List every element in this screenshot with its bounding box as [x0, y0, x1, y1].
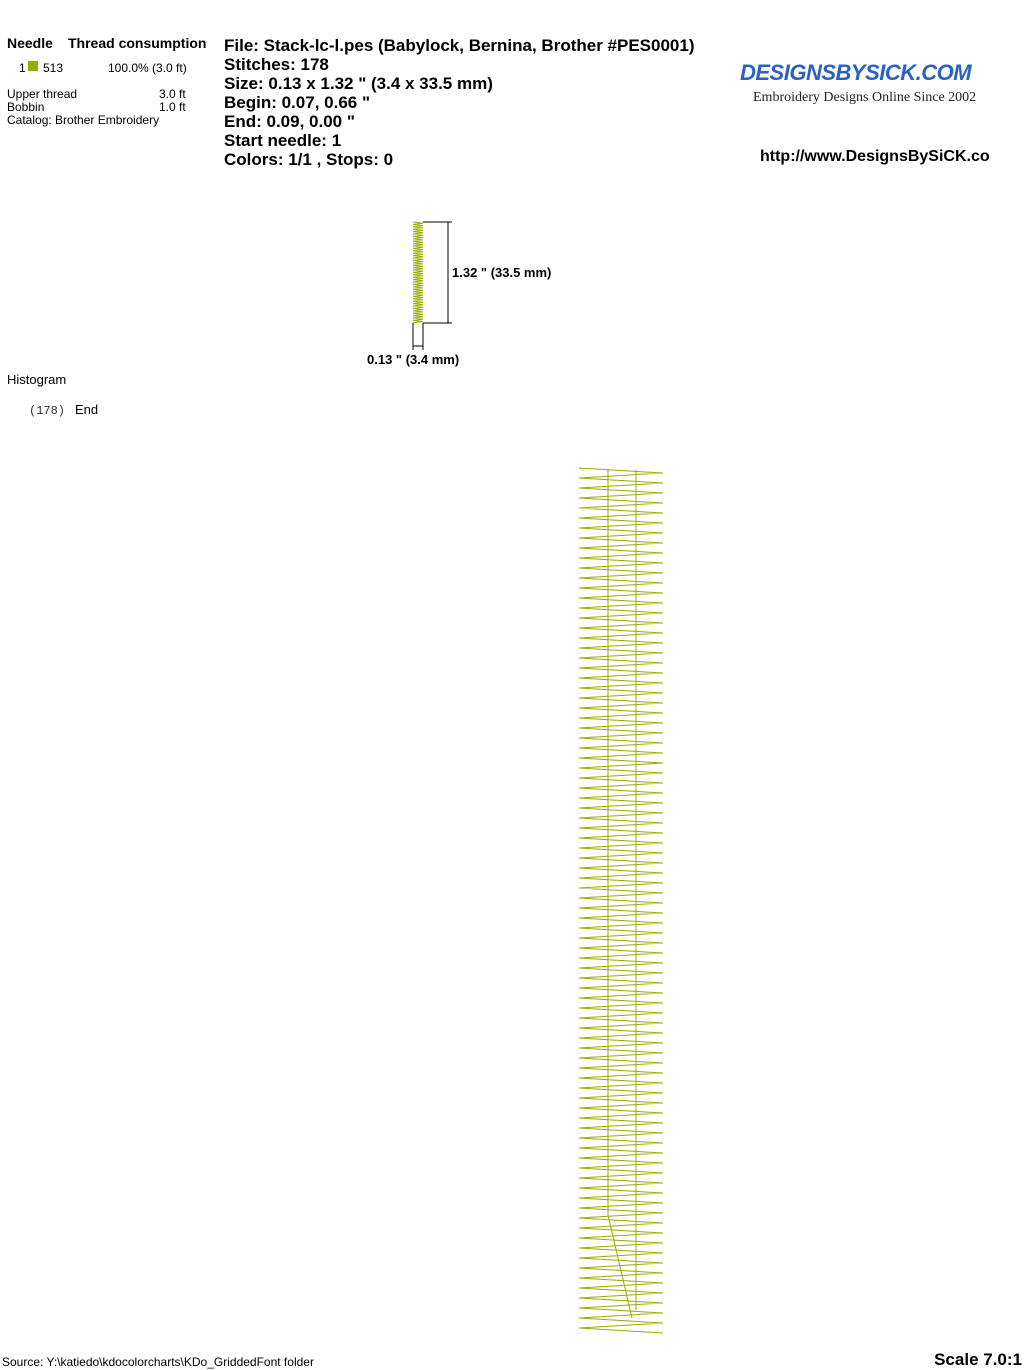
thread-color-swatch [28, 61, 38, 71]
info-size: Size: 0.13 x 1.32 " (3.4 x 33.5 mm) [224, 74, 493, 93]
height-dimension-label: 1.32 " (33.5 mm) [452, 265, 552, 280]
thread-consumption: 100.0% (3.0 ft) [108, 61, 187, 75]
needle-header: Needle [7, 35, 53, 51]
info-colors: Colors: 1/1 , Stops: 0 [224, 150, 394, 169]
thread-code: 513 [43, 61, 64, 75]
dimension-lines [412, 221, 452, 350]
website-url[interactable]: http://www.DesignsBySiCK.co [760, 148, 990, 165]
thread-consumption-header: Thread consumption [68, 35, 207, 51]
upper-thread-label: Upper thread [7, 87, 78, 101]
histogram-end-label: End [75, 402, 99, 417]
bobbin-value: 1.0 ft [159, 100, 186, 114]
scale-label: Scale 7.0:1 [934, 1350, 1022, 1369]
thumbnail-stitches [412, 221, 424, 324]
stitch-preview [578, 467, 664, 1334]
needle-number: 1 [19, 61, 26, 75]
upper-thread-value: 3.0 ft [159, 87, 186, 101]
design-thumbnail [412, 221, 424, 324]
satin-stitch-zigzag [578, 467, 664, 1334]
logo: DESIGNSBYSICK.COM [740, 60, 972, 85]
catalog: Catalog: Brother Embroidery [7, 113, 160, 127]
logo-tagline: Embroidery Designs Online Since 2002 [753, 90, 977, 105]
width-dimension-label: 0.13 " (3.4 mm) [367, 352, 460, 367]
source-path: Source: Y:\katiedo\kdocolorcharts\KDo_Gr… [2, 1355, 314, 1369]
info-file: File: Stack-lc-l.pes (Babylock, Bernina,… [224, 36, 695, 55]
underlay-stitch [607, 1214, 633, 1319]
info-start-needle: Start needle: 1 [224, 131, 342, 150]
info-stitches: Stitches: 178 [224, 55, 329, 74]
bobbin-label: Bobbin [7, 100, 45, 114]
info-begin: Begin: 0.07, 0.66 " [224, 93, 371, 112]
histogram-count: (178) [29, 404, 66, 418]
info-end: End: 0.09, 0.00 " [224, 112, 355, 131]
histogram-title: Histogram [7, 372, 67, 387]
